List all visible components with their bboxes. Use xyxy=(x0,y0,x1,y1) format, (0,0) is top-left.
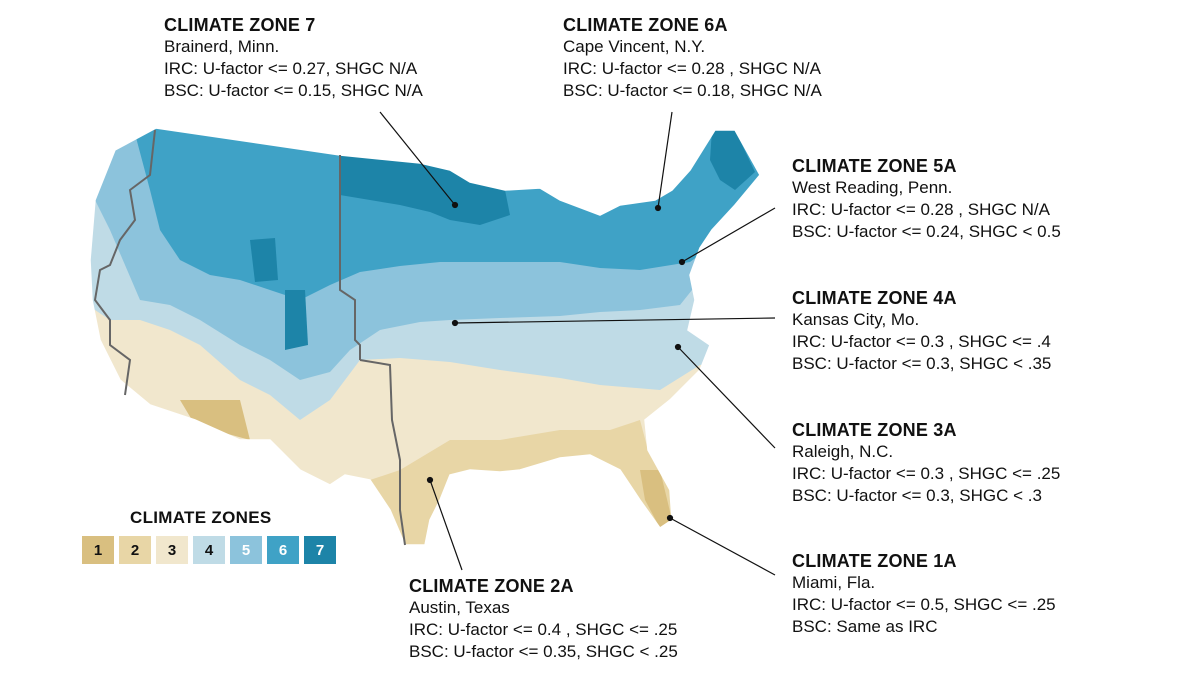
callout-bsc: BSC: U-factor <= 0.18, SHGC N/A xyxy=(563,81,822,100)
callout-title: CLIMATE ZONE 5A xyxy=(792,156,957,176)
callout-irc: IRC: U-factor <= 0.28 , SHGC N/A xyxy=(563,59,821,78)
legend-swatch-5: 5 xyxy=(230,536,262,564)
legend-swatch-2: 2 xyxy=(119,536,151,564)
callout-city: Kansas City, Mo. xyxy=(792,310,920,329)
marker-zone7 xyxy=(451,201,459,209)
callout-irc: IRC: U-factor <= 0.3 , SHGC <= .4 xyxy=(792,332,1051,351)
callout-bsc: BSC: U-factor <= 0.3, SHGC < .3 xyxy=(792,486,1042,505)
callout-city: Brainerd, Minn. xyxy=(164,37,280,56)
zone-2-region-arizona xyxy=(180,400,250,440)
callout-title: CLIMATE ZONE 4A xyxy=(792,288,957,308)
region-boundary-central-north xyxy=(339,155,361,360)
marker-zone3a xyxy=(674,343,682,351)
leader-zone1a xyxy=(669,517,776,576)
leader-zone6a xyxy=(657,111,673,209)
callout-zone7: CLIMATE ZONE 7 Brainerd, Minn. IRC: U-fa… xyxy=(164,14,423,102)
marker-zone2a xyxy=(426,476,434,484)
callout-title: CLIMATE ZONE 7 xyxy=(164,15,316,35)
marker-zone5a xyxy=(678,258,686,266)
legend-swatches: 1 2 3 4 5 6 7 xyxy=(82,536,342,564)
callout-title: CLIMATE ZONE 6A xyxy=(563,15,728,35)
callout-city: Cape Vincent, N.Y. xyxy=(563,37,706,56)
leader-zone2a xyxy=(429,479,463,571)
marker-zone4a xyxy=(451,319,459,327)
callout-irc: IRC: U-factor <= 0.3 , SHGC <= .25 xyxy=(792,464,1061,483)
callout-zone4a: CLIMATE ZONE 4A Kansas City, Mo. IRC: U-… xyxy=(792,287,1051,375)
callout-bsc: BSC: U-factor <= 0.24, SHGC < 0.5 xyxy=(792,222,1061,241)
legend-swatch-1: 1 xyxy=(82,536,114,564)
callout-city: West Reading, Penn. xyxy=(792,178,953,197)
callout-zone2a: CLIMATE ZONE 2A Austin, Texas IRC: U-fac… xyxy=(409,575,678,663)
callout-irc: IRC: U-factor <= 0.28 , SHGC N/A xyxy=(792,200,1050,219)
callout-bsc: BSC: Same as IRC xyxy=(792,617,938,636)
callout-irc: IRC: U-factor <= 0.5, SHGC <= .25 xyxy=(792,595,1056,614)
callout-title: CLIMATE ZONE 3A xyxy=(792,420,957,440)
callout-bsc: BSC: U-factor <= 0.3, SHGC < .35 xyxy=(792,354,1052,373)
callout-city: Raleigh, N.C. xyxy=(792,442,894,461)
callout-irc: IRC: U-factor <= 0.27, SHGC N/A xyxy=(164,59,418,78)
zone-2-region-gulf xyxy=(370,420,672,545)
zone-7-region-maine xyxy=(710,130,755,190)
zone-7-region-rockies xyxy=(250,238,278,282)
legend: CLIMATE ZONES 1 2 3 4 5 6 7 xyxy=(82,508,342,564)
legend-title: CLIMATE ZONES xyxy=(130,508,272,527)
legend-swatch-6: 6 xyxy=(267,536,299,564)
legend-swatch-4: 4 xyxy=(193,536,225,564)
callout-bsc: BSC: U-factor <= 0.15, SHGC N/A xyxy=(164,81,423,100)
legend-swatch-3: 3 xyxy=(156,536,188,564)
leader-zone7 xyxy=(379,111,456,206)
callout-city: Miami, Fla. xyxy=(792,573,876,592)
zone-7-region-colorado xyxy=(285,290,308,350)
marker-zone1a xyxy=(666,514,674,522)
legend-swatch-7: 7 xyxy=(304,536,336,564)
leader-zone3a xyxy=(677,346,776,449)
callout-zone5a: CLIMATE ZONE 5A West Reading, Penn. IRC:… xyxy=(792,155,1061,243)
us-outline xyxy=(89,127,761,546)
callout-title: CLIMATE ZONE 2A xyxy=(409,576,574,596)
zone-7-region-north xyxy=(340,155,510,225)
region-boundary-west xyxy=(93,129,156,396)
callout-irc: IRC: U-factor <= 0.4 , SHGC <= .25 xyxy=(409,620,678,639)
callout-city: Austin, Texas xyxy=(409,598,510,617)
leader-zone5a xyxy=(681,207,776,263)
callout-zone1a: CLIMATE ZONE 1A Miami, Fla. IRC: U-facto… xyxy=(792,550,1056,638)
callout-bsc: BSC: U-factor <= 0.35, SHGC < .25 xyxy=(409,642,678,661)
zone-1-region-florida xyxy=(640,470,672,528)
marker-zone6a xyxy=(654,204,662,212)
region-boundary-central-south xyxy=(359,359,406,546)
leader-zone4a xyxy=(454,317,776,324)
callout-zone3a: CLIMATE ZONE 3A Raleigh, N.C. IRC: U-fac… xyxy=(792,419,1060,507)
callout-title: CLIMATE ZONE 1A xyxy=(792,551,957,571)
callout-zone6a: CLIMATE ZONE 6A Cape Vincent, N.Y. IRC: … xyxy=(563,14,822,102)
